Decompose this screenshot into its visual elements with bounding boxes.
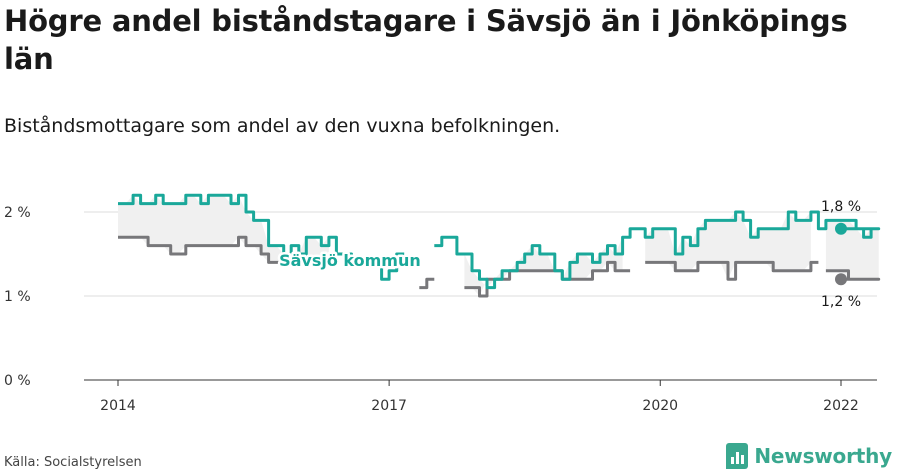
brand-logo: Newsworthy — [726, 443, 892, 469]
x-tick-label: 2014 — [100, 398, 136, 414]
y-tick-label: 1 % — [4, 289, 31, 305]
y-tick-label: 0 % — [4, 373, 31, 389]
difference-band — [825, 220, 879, 280]
lan-end-label: 1,2 % — [821, 294, 861, 310]
series-line-lan — [645, 260, 819, 281]
series-label-kommun: Sävsjö kommun — [279, 251, 421, 270]
chart-title: Högre andel biståndstagare i Sävsjö än i… — [4, 4, 848, 76]
difference-band — [118, 195, 284, 263]
chart-subtitle: Biståndsmottagare som andel av den vuxna… — [4, 115, 561, 137]
series-line-lan — [118, 235, 292, 264]
series-line-lan — [419, 277, 435, 290]
y-tick-label: 2 % — [4, 205, 31, 221]
brand-name: Newsworthy — [754, 444, 892, 468]
x-tick-label: 2017 — [371, 398, 407, 414]
x-tick-label: 2020 — [642, 398, 678, 414]
series-line-lan — [825, 269, 881, 281]
newsworthy-icon — [726, 443, 749, 469]
kommun-end-label: 1,8 % — [821, 199, 861, 215]
series-line-kommun — [434, 210, 881, 290]
lan-end-marker — [835, 273, 847, 286]
series-line-kommun — [118, 193, 405, 281]
series-label-halo: Sävsjö kommun — [279, 251, 421, 270]
source-note: Källa: Socialstyrelsen — [4, 455, 142, 470]
x-tick-label: 2022 — [823, 398, 859, 414]
kommun-end-marker — [835, 222, 847, 235]
difference-band — [464, 237, 623, 296]
